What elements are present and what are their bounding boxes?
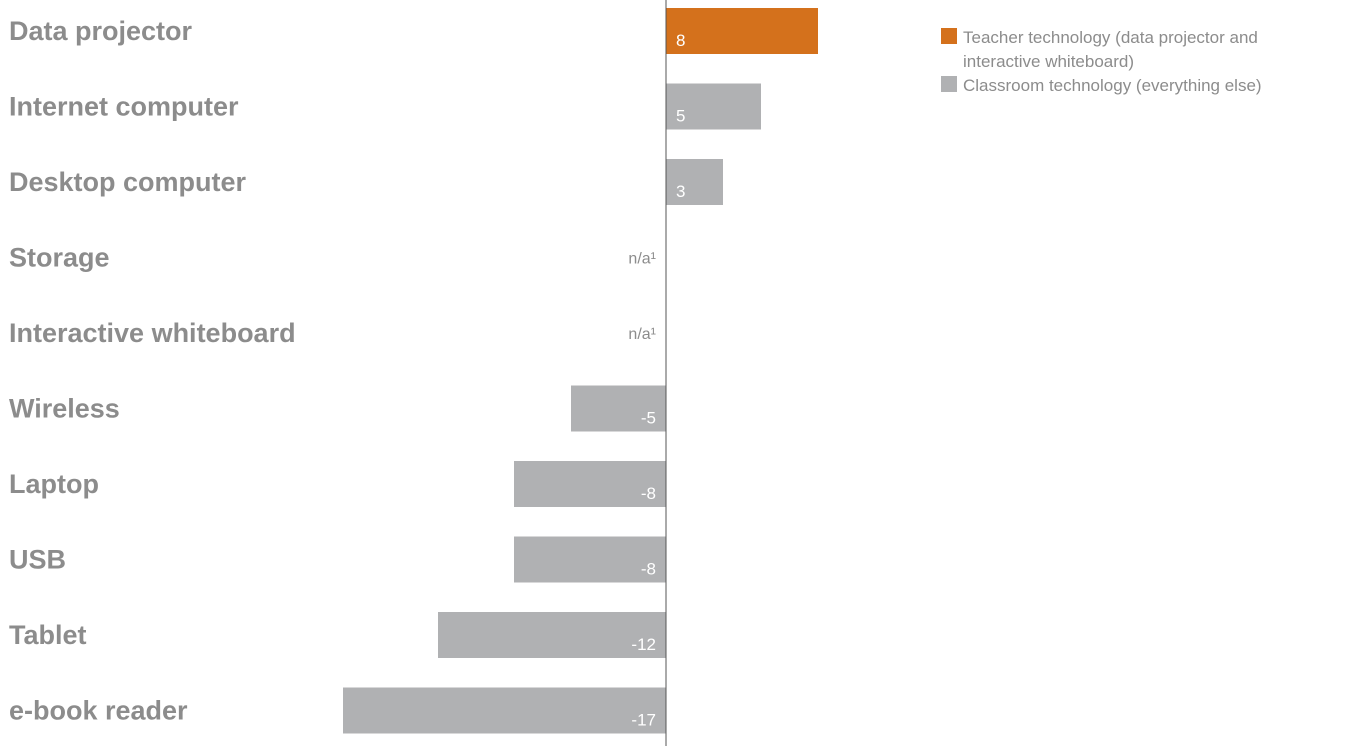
bar-e-book-reader — [343, 687, 666, 734]
legend-swatch-teacher — [941, 28, 957, 44]
category-label-data-projector: Data projector — [9, 16, 193, 46]
category-label-interactive-whiteboard: Interactive whiteboard — [9, 318, 296, 348]
category-labels: Data projector Internet computer Desktop c… — [9, 16, 296, 726]
bar-wireless — [571, 385, 666, 432]
legend: Teacher technology (data projector and in… — [941, 28, 1262, 95]
category-label-laptop: Laptop — [9, 469, 99, 499]
value-label-data-projector: 8 — [676, 31, 685, 50]
category-label-desktop-computer: Desktop computer — [9, 167, 247, 197]
category-label-storage: Storage — [9, 243, 110, 273]
category-label-tablet: Tablet — [9, 620, 87, 650]
bar-data-projector — [666, 8, 818, 54]
value-label-e-book-reader: -17 — [631, 711, 656, 730]
bar-desktop-computer — [666, 159, 723, 205]
legend-swatch-classroom — [941, 76, 957, 92]
value-label-usb: -8 — [641, 560, 656, 579]
value-label-tablet: -12 — [631, 635, 656, 654]
category-label-usb: USB — [9, 545, 66, 575]
na-label-storage: n/a¹ — [628, 251, 656, 268]
na-label-interactive-whiteboard: n/a¹ — [628, 326, 656, 343]
legend-item-classroom: Classroom technology (everything else) — [941, 76, 1262, 95]
bar-tablet — [438, 612, 666, 658]
value-label-desktop-computer: 3 — [676, 182, 685, 201]
value-label-wireless: -5 — [641, 409, 656, 428]
legend-label-teacher: Teacher technology (data projector and in… — [963, 28, 1258, 71]
legend-item-teacher: Teacher technology (data projector and in… — [941, 28, 1258, 71]
bar-usb — [514, 536, 666, 583]
value-label-internet-computer: 5 — [676, 107, 685, 126]
bar-laptop — [514, 461, 666, 507]
bars: 8 5 3 n/a¹ n/a¹ -5 -8 -8 -12 -17 — [343, 8, 818, 734]
value-label-laptop: -8 — [641, 484, 656, 503]
legend-label-classroom: Classroom technology (everything else) — [963, 76, 1262, 95]
category-label-wireless: Wireless — [9, 394, 120, 424]
bar-internet-computer — [666, 83, 761, 130]
category-label-internet-computer: Internet computer — [9, 92, 239, 122]
category-label-e-book-reader: e-book reader — [9, 696, 188, 726]
